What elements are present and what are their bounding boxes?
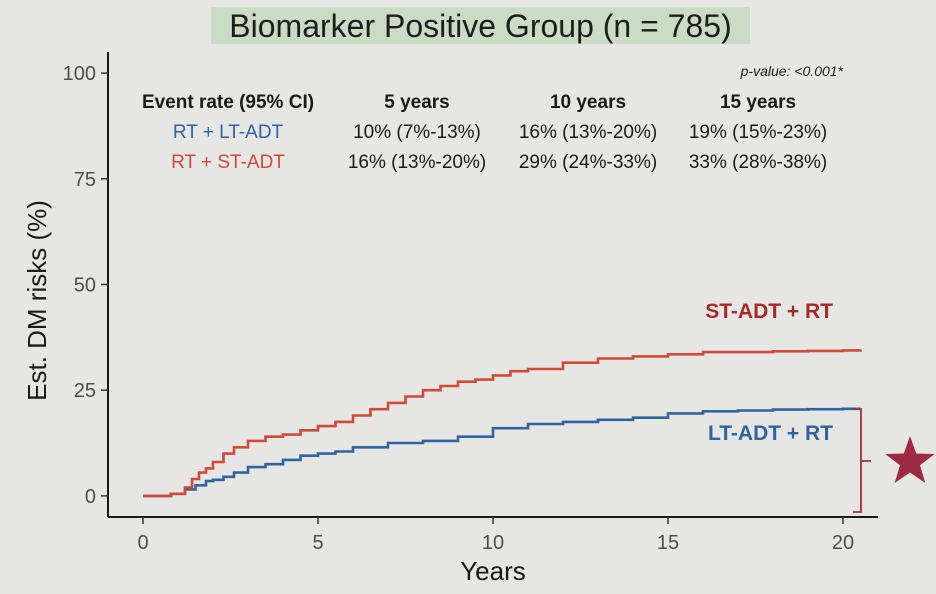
y-tick-label: 25 — [74, 380, 96, 402]
title-background — [211, 7, 750, 44]
x-tick-label: 0 — [137, 532, 148, 554]
bracket — [853, 408, 862, 513]
table-row-label: RT + ST-ADT — [171, 152, 285, 173]
p-value-annotation: p-value: <0.001* — [740, 63, 844, 79]
x-tick-label: 15 — [657, 532, 679, 554]
star-icon — [885, 436, 935, 483]
table-row-label: RT + LT-ADT — [173, 122, 284, 143]
page-title: Biomarker Positive Group (n = 785) — [229, 8, 732, 44]
curve-label-lt-adt: LT-ADT + RT — [708, 422, 833, 445]
table-cell: 10% (7%-13%) — [353, 122, 481, 143]
x-axis-title: Years — [460, 556, 526, 586]
table-cell: 16% (13%-20%) — [348, 152, 486, 173]
table-header: Event rate (95% CI) — [142, 92, 314, 113]
table-cell: 33% (28%-38%) — [689, 152, 827, 173]
table-cell: 29% (24%-33%) — [519, 152, 657, 173]
table-header: 5 years — [384, 92, 450, 113]
y-tick-label: 50 — [74, 275, 96, 297]
y-tick-label: 100 — [63, 63, 96, 85]
x-tick-label: 10 — [482, 532, 504, 554]
y-tick-label: 0 — [85, 486, 96, 508]
table-cell: 19% (15%-23%) — [689, 122, 827, 143]
y-tick-label: 75 — [74, 169, 96, 191]
x-tick-label: 5 — [312, 532, 323, 554]
table-cell: 16% (13%-20%) — [519, 122, 657, 143]
series-line-st-adt — [143, 349, 862, 498]
x-tick-label: 20 — [832, 532, 854, 554]
series-line-lt-adt — [143, 407, 861, 498]
y-axis-title: Est. DM risks (%) — [22, 200, 52, 401]
table-header: 15 years — [720, 92, 796, 113]
curve-label-st-adt: ST-ADT + RT — [705, 300, 833, 323]
table-header: 10 years — [550, 92, 626, 113]
